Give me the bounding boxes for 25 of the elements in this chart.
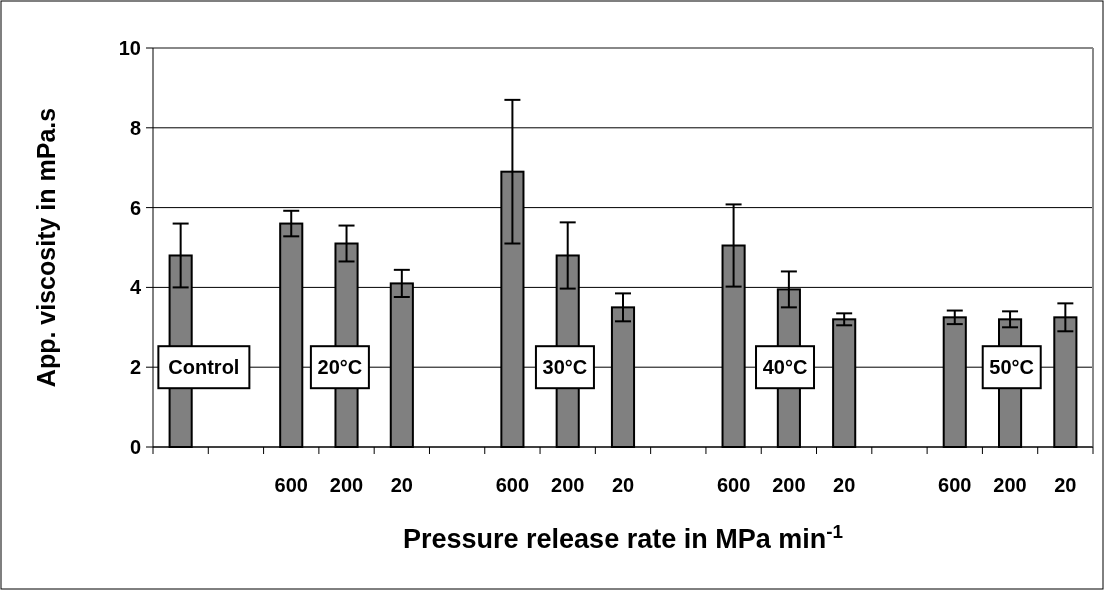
y-tick-label: 2 [129,356,141,379]
annotation: Control [168,356,240,379]
annotation: 20°C [317,356,363,379]
x-tick-label: 600 [938,474,972,496]
x-axis-title: Pressure release rate in MPa min$^{-1}$ [402,520,844,554]
x-tick-label: 200 [551,474,585,496]
annotation: 50°C [989,356,1035,379]
y-tick-label: 6 [129,196,141,219]
x-tick-label: 200 [329,474,364,496]
x-tick-label: 600 [274,474,308,496]
y-tick-label: 8 [129,116,141,139]
x-tick-label: 200 [993,474,1027,496]
annotation: 30°C [542,356,588,379]
x-tick-label: 20 [1054,474,1077,496]
y-tick-label: 10 [118,37,141,59]
x-tick-label: 600 [495,474,530,496]
y-tick-label: 0 [129,436,141,458]
x-tick-label: 20 [833,474,856,496]
x-tick-label: 200 [772,474,806,496]
annotation: 40°C [762,356,808,379]
x-tick-label: 20 [611,474,635,496]
x-tick-label: 20 [390,474,413,496]
x-tick-label: 600 [716,474,751,496]
y-axis-title: App. viscosity in mPa.s [32,107,60,388]
y-tick-label: 4 [129,276,142,299]
